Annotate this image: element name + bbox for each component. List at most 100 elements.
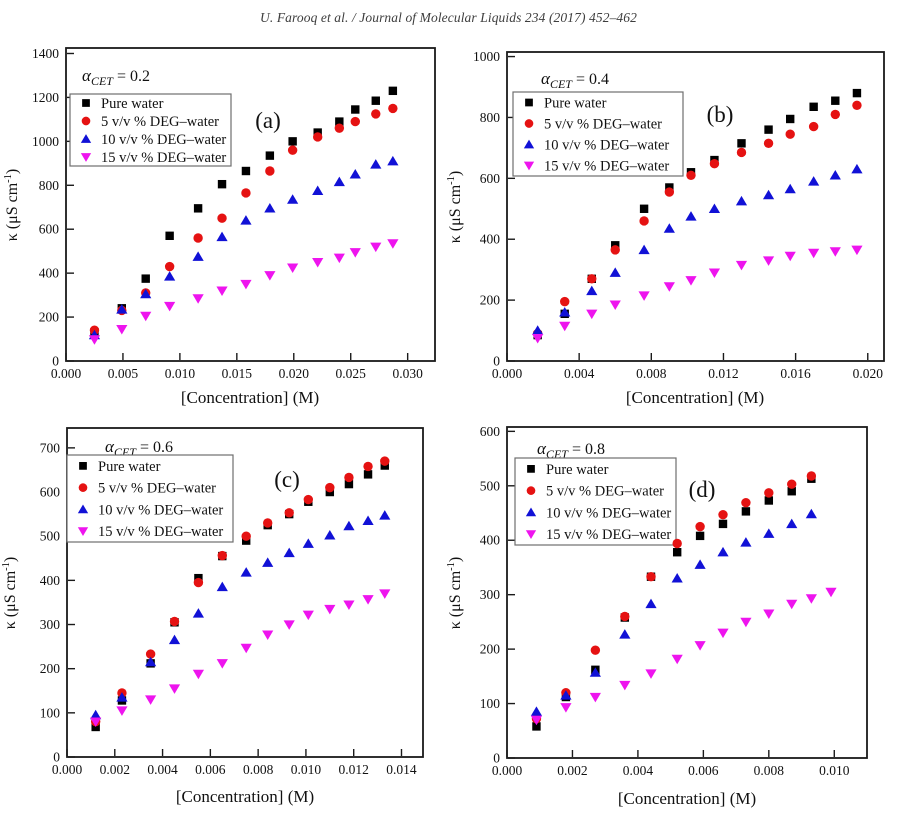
series-triangle-down xyxy=(532,245,863,344)
panel-b: 0.000 0.004 0.008 0.012 0.016 0.020 0 200 400 600… xyxy=(446,49,885,407)
x-axis-tick-label: 0.015 xyxy=(222,366,253,381)
data-point xyxy=(283,547,295,558)
data-point xyxy=(90,717,102,727)
data-point xyxy=(664,187,675,197)
legend-marker-triangle-up xyxy=(523,139,535,149)
data-point xyxy=(303,494,314,505)
data-point xyxy=(351,105,360,114)
legend-box xyxy=(514,457,677,546)
data-point xyxy=(740,537,752,547)
data-point xyxy=(265,166,275,176)
data-point xyxy=(283,620,295,630)
data-point xyxy=(241,531,251,541)
y-axis-tick-label: 1000 xyxy=(32,134,59,149)
y-axis-tick-label: 1200 xyxy=(32,90,59,105)
data-point xyxy=(388,86,398,96)
data-point xyxy=(262,557,274,567)
y-axis-tick-label: 500 xyxy=(40,529,61,544)
x-axis-tick-label: 0.006 xyxy=(195,762,226,777)
data-point xyxy=(193,204,203,213)
data-point xyxy=(388,103,398,114)
data-point xyxy=(88,335,101,345)
data-point xyxy=(829,247,841,257)
data-point xyxy=(192,608,205,618)
data-point xyxy=(165,231,174,240)
data-point xyxy=(264,203,276,213)
data-point xyxy=(639,204,649,213)
y-axis-tick-label: 600 xyxy=(480,424,501,439)
legend-box xyxy=(69,93,232,167)
data-point xyxy=(192,294,204,304)
data-point xyxy=(764,488,774,498)
x-axis-tick-label: 0.005 xyxy=(108,366,139,381)
data-point xyxy=(262,630,274,640)
y-axis-tick-label: 800 xyxy=(480,110,501,125)
y-axis-tick-label: 600 xyxy=(39,222,60,237)
data-point xyxy=(785,129,795,139)
legend-marker-square xyxy=(525,98,533,107)
data-point xyxy=(145,656,157,667)
data-point xyxy=(672,548,682,557)
legend-marker-circle xyxy=(78,483,88,492)
data-point xyxy=(740,617,752,628)
data-point xyxy=(302,610,314,621)
data-point xyxy=(532,325,544,335)
y-axis-tick-label: 0 xyxy=(53,750,60,765)
data-point xyxy=(193,577,204,588)
y-axis-title: κ (μS cm-1) xyxy=(446,557,464,630)
series-triangle-up xyxy=(90,510,391,720)
data-point xyxy=(851,163,863,174)
data-point xyxy=(663,282,675,292)
legend-label: Pure water xyxy=(546,462,609,478)
series-triangle-down xyxy=(90,589,391,727)
data-point xyxy=(344,479,354,489)
panel-letter: (a) xyxy=(255,108,281,133)
data-point xyxy=(663,223,675,233)
data-point xyxy=(741,497,751,508)
panel-d: 0.000 0.002 0.004 0.006 0.008 0.010 0 100 200 300… xyxy=(446,424,868,808)
data-point xyxy=(762,256,775,266)
data-point xyxy=(694,559,706,569)
data-point xyxy=(216,659,228,669)
data-point xyxy=(830,109,840,120)
x-axis-tick-label: 0.008 xyxy=(636,366,667,381)
data-point xyxy=(686,170,696,180)
data-point xyxy=(164,271,176,281)
x-axis-tick-label: 0.008 xyxy=(754,763,785,778)
legend-marker-square xyxy=(527,465,535,473)
data-point xyxy=(735,260,748,271)
x-axis-tick-label: 0.012 xyxy=(339,762,369,777)
data-point xyxy=(586,285,598,296)
y-axis-tick-label: 500 xyxy=(480,478,501,493)
data-point xyxy=(559,321,571,332)
data-point xyxy=(786,518,798,529)
legend-marker-circle xyxy=(81,116,91,126)
panel-c: 0.000 0.002 0.004 0.006 0.008 0.010 0.012 0.014… xyxy=(1,427,424,806)
series-triangle-up xyxy=(530,508,817,716)
y-axis-tick-label: 200 xyxy=(39,310,60,325)
x-axis-tick-label: 0.010 xyxy=(819,763,850,778)
data-point xyxy=(349,248,361,258)
data-point xyxy=(852,88,862,98)
legend-label: 10 v/v % DEG–water xyxy=(544,138,669,154)
series-circle xyxy=(532,100,862,339)
legend-label: 5 v/v % DEG–water xyxy=(546,484,664,500)
y-axis-tick-label: 600 xyxy=(40,485,61,500)
data-point xyxy=(145,649,156,659)
x-axis-tick-label: 0.025 xyxy=(336,366,367,381)
data-point xyxy=(764,496,774,505)
data-point xyxy=(619,629,631,639)
data-point xyxy=(808,176,820,186)
plot-frame xyxy=(65,47,436,362)
panel-letter: (b) xyxy=(707,102,734,127)
legend-label: Pure water xyxy=(98,459,161,475)
x-axis-tick-label: 0.000 xyxy=(51,366,82,381)
data-point xyxy=(169,616,180,627)
data-point xyxy=(808,248,820,259)
data-point xyxy=(786,599,798,610)
legend-label: 15 v/v % DEG–water xyxy=(98,524,223,540)
alpha-cet-annotation: αCET = 0.2 xyxy=(82,66,150,88)
y-axis-tick-label: 1400 xyxy=(32,46,59,61)
data-point xyxy=(312,257,324,268)
